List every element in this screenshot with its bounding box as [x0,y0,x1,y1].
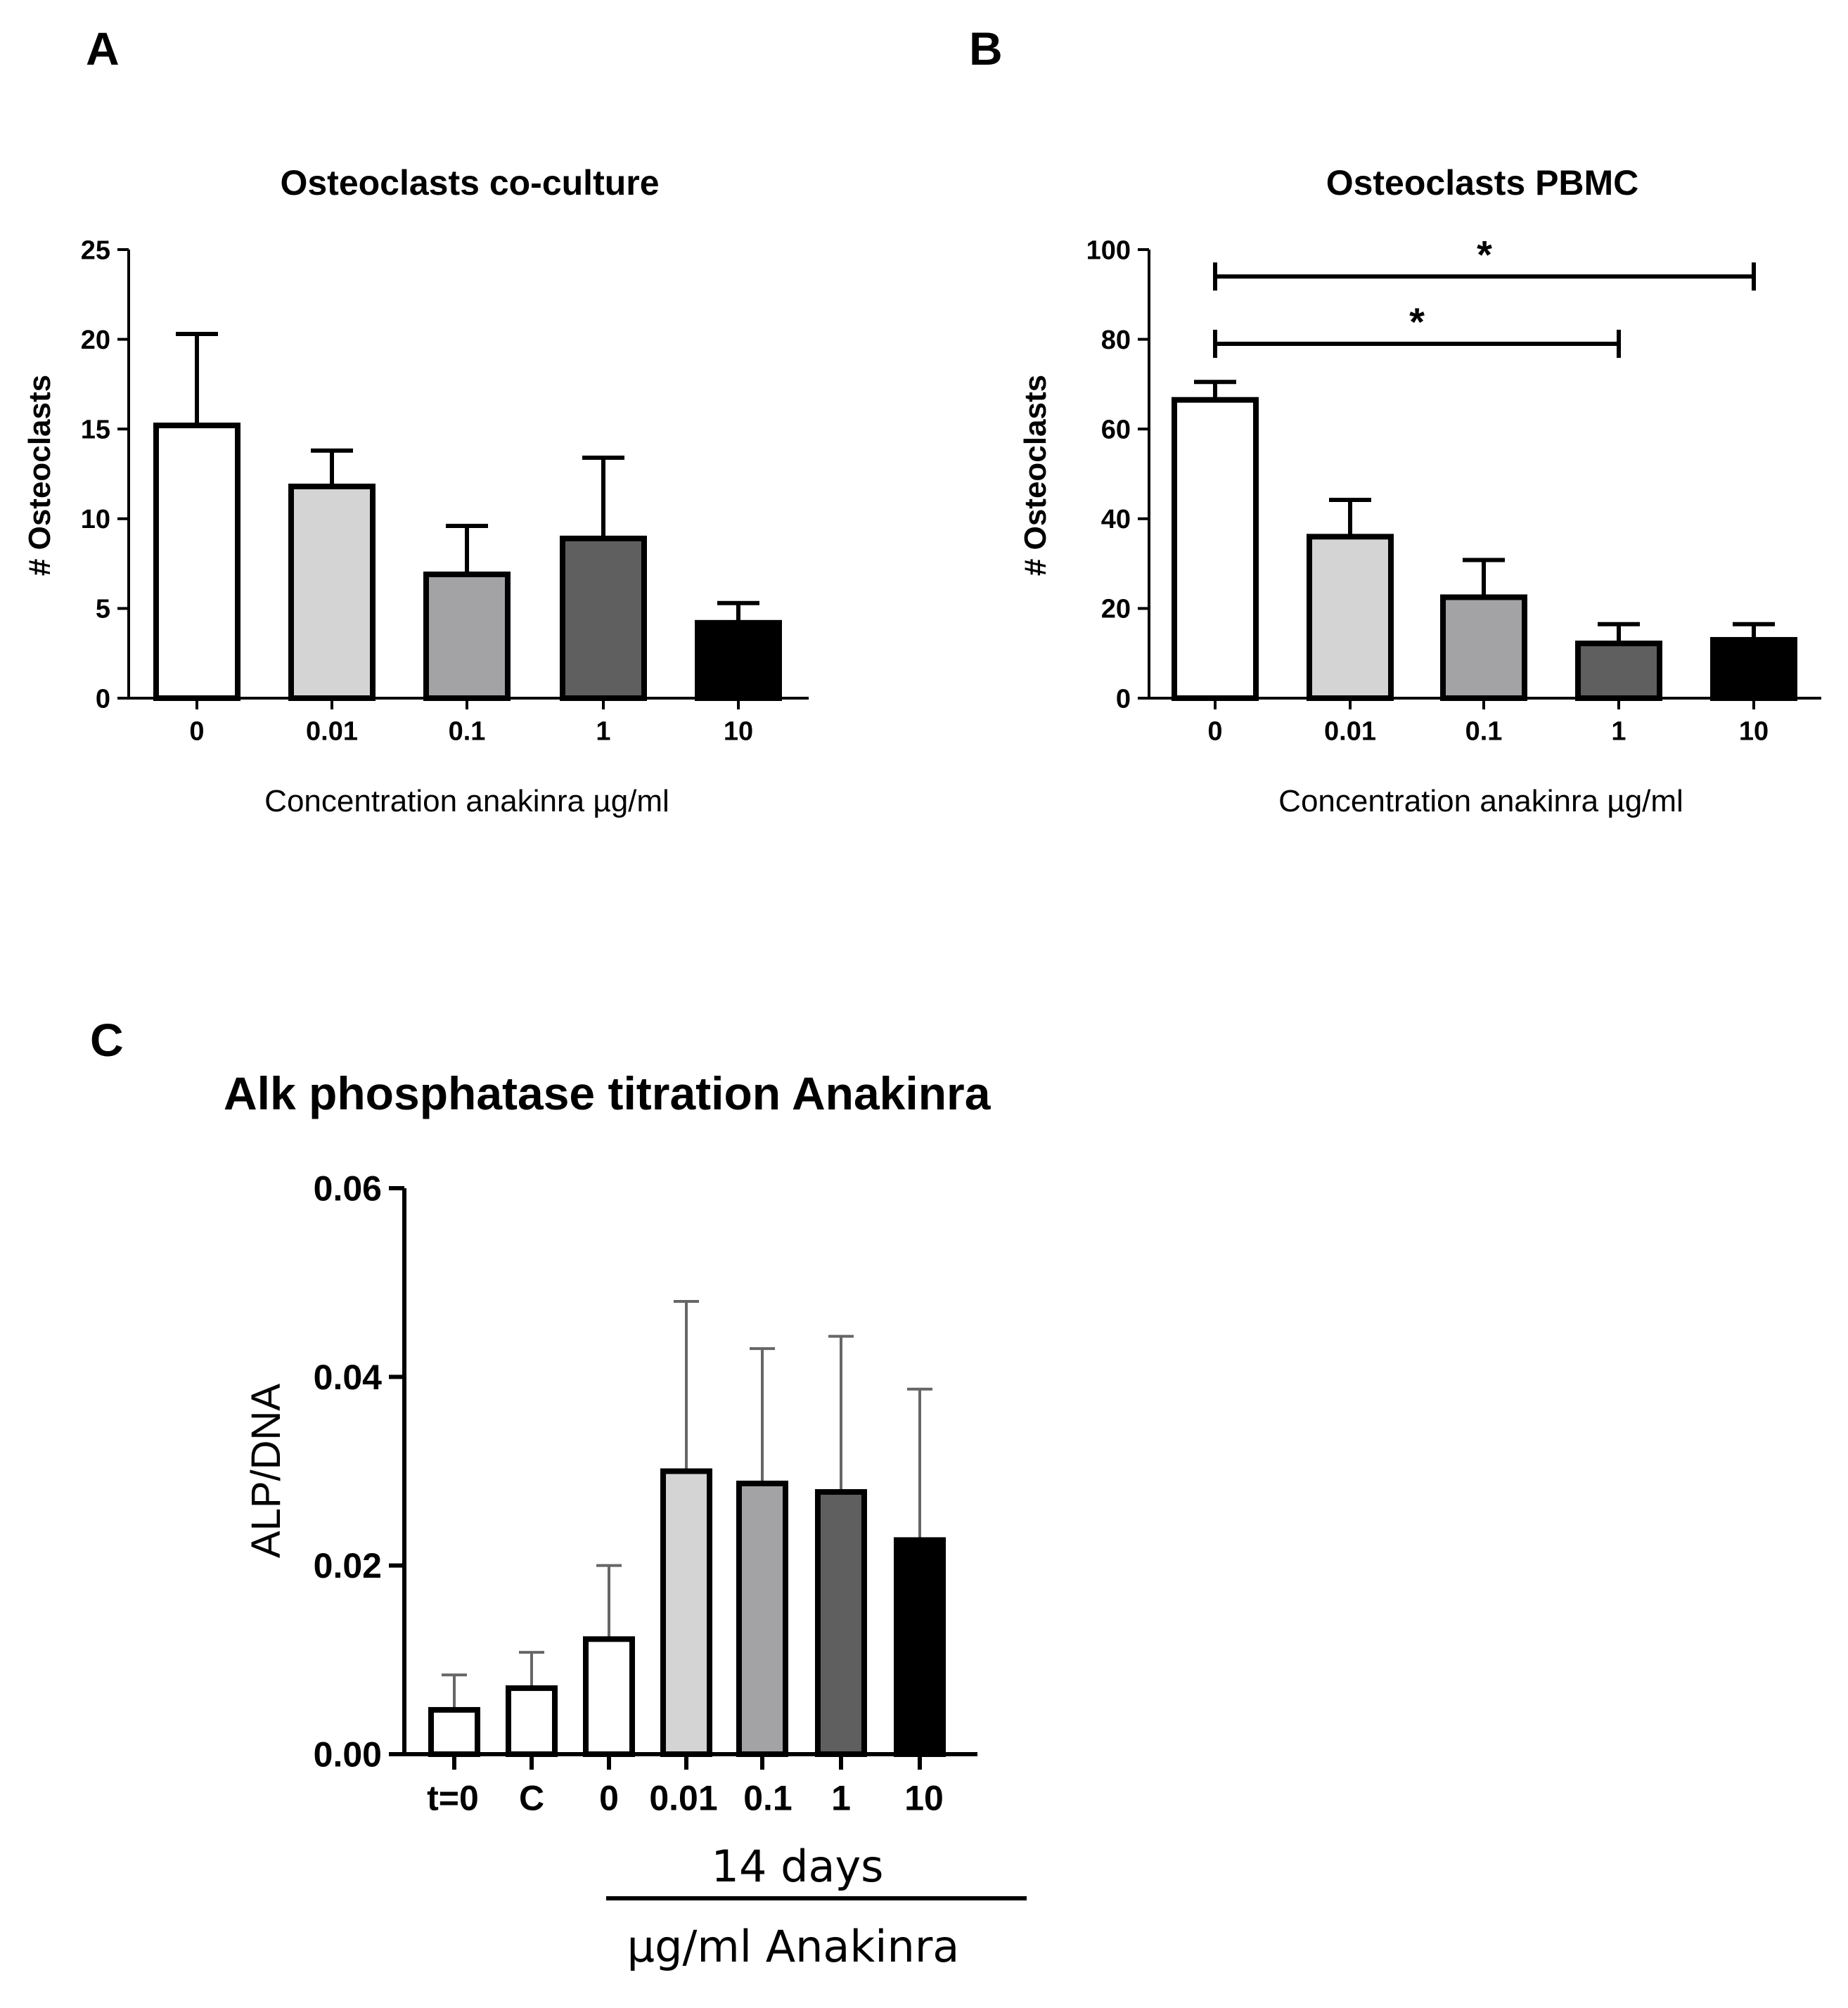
panel-letter-b: B [969,22,1003,75]
x-tick-label: 0 [1207,717,1222,747]
y-tick-label: 0.06 [314,1169,382,1209]
bar [736,1480,788,1757]
x-tick-label: 0 [189,717,204,747]
chart-b-plot: 0 20 40 60 80 100 0 0.01 0.1 1 10 * * [1086,232,1821,747]
panel-letter-a: A [86,22,120,75]
y-tick-label: 0.00 [314,1735,382,1775]
bar [153,423,240,701]
y-tick-label: 0 [1116,684,1131,714]
bar [1440,594,1527,702]
x-tick-label: 10 [904,1779,944,1818]
chart-a-title: Osteoclasts co-culture [280,163,659,202]
y-tick-label: 25 [81,236,110,265]
chart-b-ylabel: # Osteoclasts [1018,375,1053,576]
y-tick-label: 15 [81,416,110,445]
y-tick-label: 80 [1101,326,1131,355]
bar [560,535,647,702]
bar [1575,641,1662,701]
chart-a: Osteoclasts co-culture # Osteoclasts Con… [23,163,809,818]
x-tick-label: 0.01 [1324,717,1376,747]
y-tick-label: 0.04 [314,1358,383,1397]
y-tick-label: 20 [1101,595,1131,624]
bar [1172,397,1259,701]
chart-c-ylabel: ALP/DNA [243,1384,289,1559]
x-tick-label: 0.1 [1465,717,1503,747]
bar [423,571,511,701]
y-tick-label: 5 [96,595,110,624]
significance-label: * [1409,300,1425,344]
bar [695,619,782,701]
x-tick-label: 0 [599,1779,619,1818]
x-tick-label: 10 [1739,717,1769,747]
chart-c-group-label: 14 days [712,1841,884,1892]
chart-a-plot: 0 5 10 15 20 25 0 0.01 0.1 1 10 [81,236,809,747]
y-tick-label: 60 [1101,416,1131,445]
x-tick-label: 0.1 [449,717,486,747]
panel-letter-c: C [90,1014,124,1066]
chart-b-xlabel: Concentration anakinra µg/ml [1278,784,1683,818]
x-tick-label: 0.01 [649,1779,717,1818]
y-tick-label: 20 [81,326,110,355]
x-tick-label: 1 [596,717,610,747]
x-tick-label: C [519,1779,544,1818]
y-tick-label: 100 [1086,236,1131,265]
x-tick-label: t=0 [427,1779,479,1818]
bar [506,1685,558,1757]
x-tick-label: 10 [724,717,753,747]
x-tick-label: 1 [1611,717,1626,747]
y-tick-label: 40 [1101,505,1131,534]
bar [815,1489,867,1757]
bar [1307,534,1394,701]
significance-label: * [1477,232,1492,276]
x-tick-label: 0.1 [743,1779,793,1818]
chart-c-title: Alk phosphatase titration Anakinra [224,1067,992,1119]
chart-a-xlabel: Concentration anakinra µg/ml [264,784,669,818]
chart-a-ylabel: # Osteoclasts [23,375,57,576]
bar [894,1537,946,1757]
chart-c-xlabel: µg/ml Anakinra [627,1921,960,1972]
chart-b: Osteoclasts PBMC # Osteoclasts Concentra… [1018,163,1821,818]
x-tick-label: 1 [831,1779,851,1818]
chart-c-plot: 0.00 0.02 0.04 0.06 t=0 C 0 0.01 0.1 1 10 [314,1169,977,1818]
chart-b-title: Osteoclasts PBMC [1326,163,1639,202]
y-tick-label: 0.02 [314,1546,382,1585]
chart-c: Alk phosphatase titration Anakinra ALP/D… [224,1067,1027,1972]
bar [288,483,376,701]
y-tick-label: 10 [81,505,110,534]
bar [583,1636,635,1757]
bar [660,1468,712,1757]
bar [1710,637,1797,701]
bar [428,1706,480,1757]
x-tick-label: 0.01 [306,717,358,747]
y-tick-label: 0 [96,684,110,714]
